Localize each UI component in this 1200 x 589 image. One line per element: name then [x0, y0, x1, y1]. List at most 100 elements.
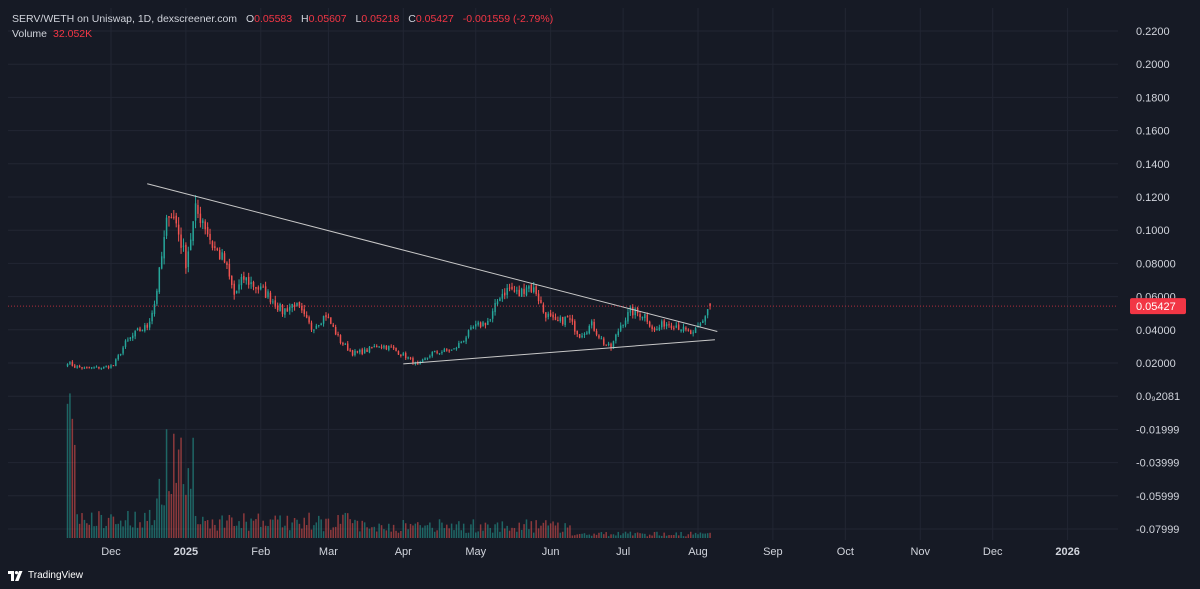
price-axis[interactable]: 0.2200 0.2000 0.1800 0.1600 0.1400 0.1200 0.10… [1136, 26, 1180, 536]
candle-body [523, 288, 525, 294]
candle-body [663, 320, 665, 327]
trendlines[interactable] [147, 183, 718, 365]
volume-bar [163, 505, 165, 538]
candle-body [76, 366, 78, 368]
volume-bar [501, 521, 504, 538]
candle-body [487, 321, 489, 325]
candle-body [339, 335, 342, 344]
candle-body [460, 342, 463, 344]
candle-body [88, 367, 91, 369]
candle-body [182, 245, 185, 247]
candle-body [199, 213, 202, 223]
volume-bar [477, 531, 479, 538]
volume-bar [494, 524, 496, 538]
volume-bar [489, 527, 492, 538]
volume-bar [467, 532, 470, 538]
candle-body [627, 312, 629, 322]
time-axis[interactable]: Dec 2025 Feb Mar Apr May Jun Jul Aug Sep Oct Nov Dec… [101, 546, 1080, 558]
candle-body [595, 330, 598, 335]
volume-bar [228, 514, 231, 538]
candle-body [532, 287, 535, 293]
candle-body [211, 241, 214, 248]
candle-body [134, 330, 136, 337]
candle-body [105, 366, 107, 368]
candle-body [163, 237, 165, 259]
candle-body [426, 357, 429, 359]
volume-bar [334, 526, 337, 538]
candle-body [661, 321, 663, 328]
candle-body [482, 322, 484, 327]
candle-body [366, 349, 368, 352]
candle-body [103, 366, 105, 369]
price-tick-label: -0.07999 [1136, 524, 1179, 536]
volume-bar [301, 528, 303, 538]
volume-bar [508, 530, 511, 538]
time-tick-label: 2025 [174, 546, 198, 558]
volume-bar [433, 531, 436, 538]
candle-body [228, 264, 231, 277]
volume-bar [107, 517, 110, 538]
legend-open-label: O [245, 13, 255, 25]
candle-body [404, 353, 407, 359]
volume-bar [327, 518, 330, 538]
volume-bar [103, 528, 105, 538]
candle-body [629, 307, 632, 313]
candle-body [528, 286, 530, 289]
candle-body [583, 333, 586, 335]
candle-body [83, 367, 86, 369]
volume-bar [709, 532, 711, 538]
candle-body [187, 251, 190, 267]
volume-bar [545, 520, 547, 538]
candle-body [115, 359, 117, 366]
candle-body [475, 324, 477, 327]
volume-bar [325, 518, 327, 538]
candle-body [373, 345, 376, 348]
candle-body [351, 350, 354, 356]
volume-bar [204, 521, 206, 538]
volume-bar [542, 522, 545, 538]
legend-symbol[interactable]: SERV/WETH on Uniswap, 1D, dexscreener.co… [12, 13, 238, 25]
volume-bar [506, 525, 508, 538]
candle-body [66, 364, 69, 367]
candle-body [151, 312, 153, 322]
volume-bar [272, 519, 274, 538]
time-tick-label: Mar [319, 546, 338, 558]
candle-body [346, 343, 349, 351]
volume-bar [607, 536, 610, 538]
candle-body [78, 365, 81, 368]
candle-body [112, 365, 115, 367]
volume-bar [462, 523, 465, 538]
candle-body [397, 351, 400, 355]
volume-bar [518, 522, 520, 538]
candle-body [320, 323, 322, 326]
volume-bar [127, 510, 129, 538]
candle-body [71, 361, 74, 366]
volume-bar [661, 535, 663, 538]
candle-body [139, 328, 141, 332]
volume-bar [298, 523, 301, 538]
volume-bar [339, 523, 342, 538]
volume-bar [450, 523, 453, 538]
candle-body [334, 327, 337, 335]
time-tick-label: Feb [251, 546, 270, 558]
volume-bar [646, 536, 649, 538]
candle-body [291, 303, 293, 308]
volume-bar [185, 494, 187, 538]
candle-body [202, 220, 204, 223]
volume-bar [513, 527, 516, 538]
volume-bar [412, 525, 414, 538]
tradingview-logo[interactable]: TradingView [8, 570, 83, 581]
candle-body [658, 327, 661, 330]
candlesticks[interactable] [66, 195, 711, 370]
candle-body [342, 342, 344, 345]
candle-body [412, 358, 414, 364]
volume-bar [151, 525, 153, 538]
volume-bar [238, 521, 240, 538]
volume-bar [375, 531, 378, 538]
volume-bar [441, 522, 443, 538]
candle-body [260, 286, 262, 290]
volume-bar [192, 437, 194, 538]
volume-bar [595, 534, 598, 538]
time-tick-label: 2026 [1055, 546, 1079, 558]
